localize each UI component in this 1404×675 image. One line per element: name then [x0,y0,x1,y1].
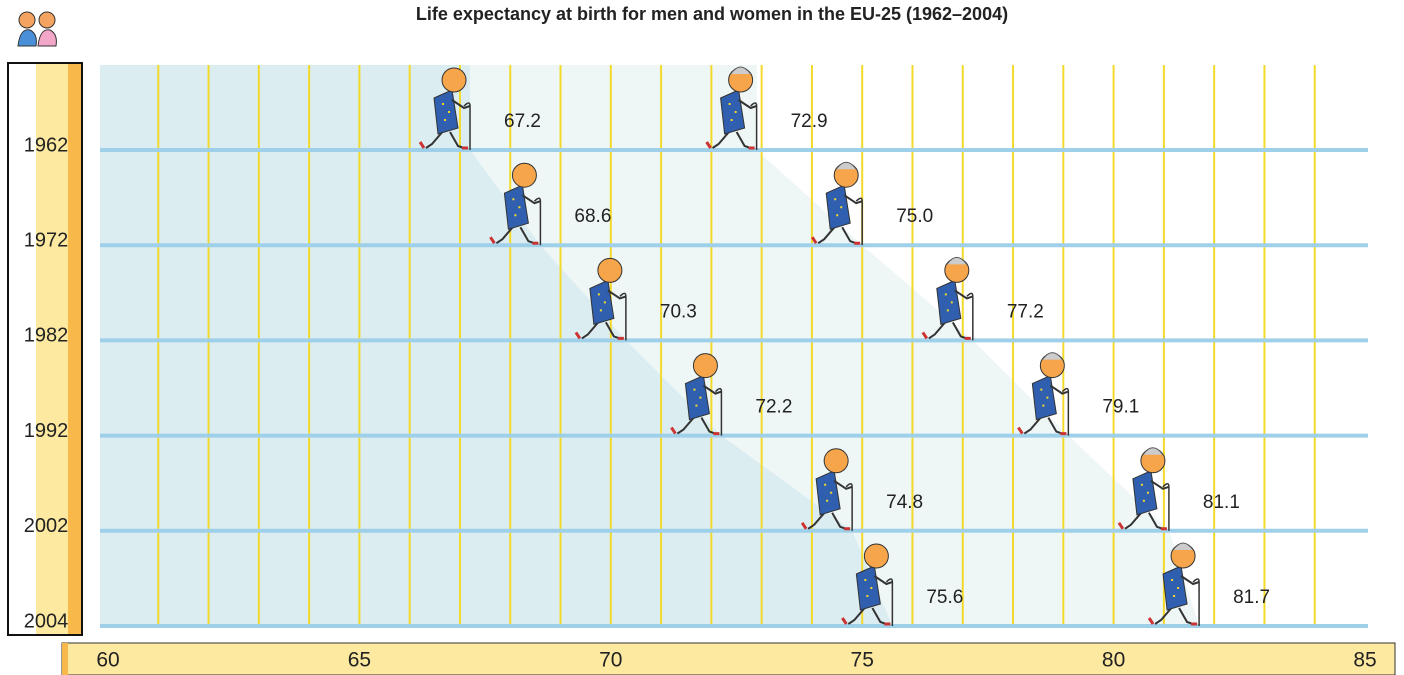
value-label: 74.8 [886,492,923,513]
value-label: 81.1 [1203,492,1240,513]
value-label: 67.2 [504,111,541,132]
head [442,68,466,92]
value-label: 68.6 [574,206,611,227]
chart: 67.2 68.6 70.3 72.2 74.8 75.6 72.9 75.0 77.2 79.1… [0,0,1404,675]
head [598,258,622,282]
value-label: 70.3 [660,301,697,322]
x-tick-label: 85 [1353,649,1376,672]
value-label: 81.7 [1233,587,1270,608]
x-axis-band [62,643,1395,675]
y-tick-label: 2004 [24,610,69,632]
value-label: 72.2 [755,397,792,418]
value-label: 75.0 [896,206,933,227]
hair [947,257,967,264]
year-stripe [68,64,81,634]
value-label: 72.9 [791,111,828,132]
y-tick-label: 1972 [24,229,69,251]
head [864,544,888,568]
babies-icon [18,12,56,46]
hair [1042,353,1062,360]
y-tick-label: 2002 [24,515,69,537]
x-tick-label: 60 [96,649,119,672]
chart-title: Life expectancy at birth for men and wom… [416,4,1008,24]
hair [836,162,856,169]
x-tick-label: 70 [599,649,622,672]
head [512,163,536,187]
value-label: 77.2 [1007,301,1044,322]
value-label: 75.6 [926,587,963,608]
y-tick-label: 1982 [24,325,69,347]
value-label: 79.1 [1102,397,1139,418]
head [693,354,717,378]
body [1032,376,1056,420]
body [1163,566,1187,610]
x-tick-label: 80 [1102,649,1125,672]
y-tick-label: 1962 [24,134,69,156]
x-axis-band-edge [62,643,68,675]
head [824,449,848,473]
y-tick-label: 1992 [24,420,69,442]
body [1133,471,1157,515]
hair [1173,543,1193,550]
x-tick-label: 75 [851,649,874,672]
body [937,280,961,324]
plot: 67.2 68.6 70.3 72.2 74.8 75.6 72.9 75.0 77.2 79.1… [100,65,1368,626]
x-tick-label: 65 [348,649,371,672]
hair [1143,448,1163,455]
body [826,185,850,229]
